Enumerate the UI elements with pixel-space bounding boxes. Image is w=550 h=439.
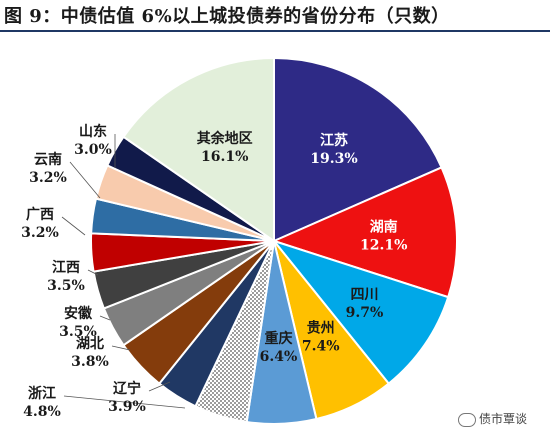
slice-label-贵州: 贵州 7.4% — [302, 319, 340, 354]
slice-label-山东: 山东 3.0% — [74, 123, 112, 158]
slice-label-安徽: 安徽 3.5% — [59, 305, 97, 340]
slice-label-江苏: 江苏 19.3% — [310, 132, 357, 167]
slice-label-广西: 广西 3.2% — [21, 206, 59, 241]
leader-line-湖北 — [111, 345, 131, 351]
watermark: 债市覃谈 — [458, 410, 527, 427]
pie-slice-湖南 — [271, 166, 458, 299]
slice-label-其余地区: 其余地区 16.1% — [197, 130, 253, 165]
leader-line-江西 — [87, 269, 99, 276]
leader-line-云南 — [69, 161, 101, 199]
title-divider — [0, 30, 550, 32]
slice-labels: 江苏 19.3% 湖南 12.1% 四川 9.7%贵州 7.4%重庆 6.4% 辽宁 3.9% 浙江… — [21, 123, 407, 420]
pie-slices — [90, 56, 458, 425]
slice-label-重庆: 重庆 6.4% — [260, 330, 298, 365]
watermark-text: 债市覃谈 — [479, 412, 528, 426]
pie-slice-四川 — [271, 239, 450, 385]
leader-line-浙江 — [63, 395, 186, 409]
slice-label-湖南: 湖南 12.1% — [360, 218, 407, 253]
slice-label-辽宁: 辽宁 3.9% — [108, 380, 146, 415]
pie-slice-其余地区 — [122, 56, 275, 243]
slice-label-江西: 江西 3.5% — [47, 259, 85, 294]
leader-line-广西 — [61, 216, 86, 236]
slice-label-浙江: 浙江 4.8% — [23, 385, 61, 420]
chart-title: 图 9：中债估值 6%以上城投债券的省份分布（只数） — [4, 6, 450, 27]
leader-lines — [61, 134, 186, 409]
slice-label-云南: 云南 3.2% — [29, 151, 67, 186]
pie-slice-江苏 — [273, 56, 443, 243]
leader-line-安徽 — [99, 315, 111, 321]
slice-label-四川: 四川 9.7% — [346, 287, 384, 321]
leader-line-辽宁 — [148, 381, 171, 392]
wechat-icon — [458, 412, 476, 427]
slice-label-湖北: 湖北 3.8% — [71, 336, 109, 370]
